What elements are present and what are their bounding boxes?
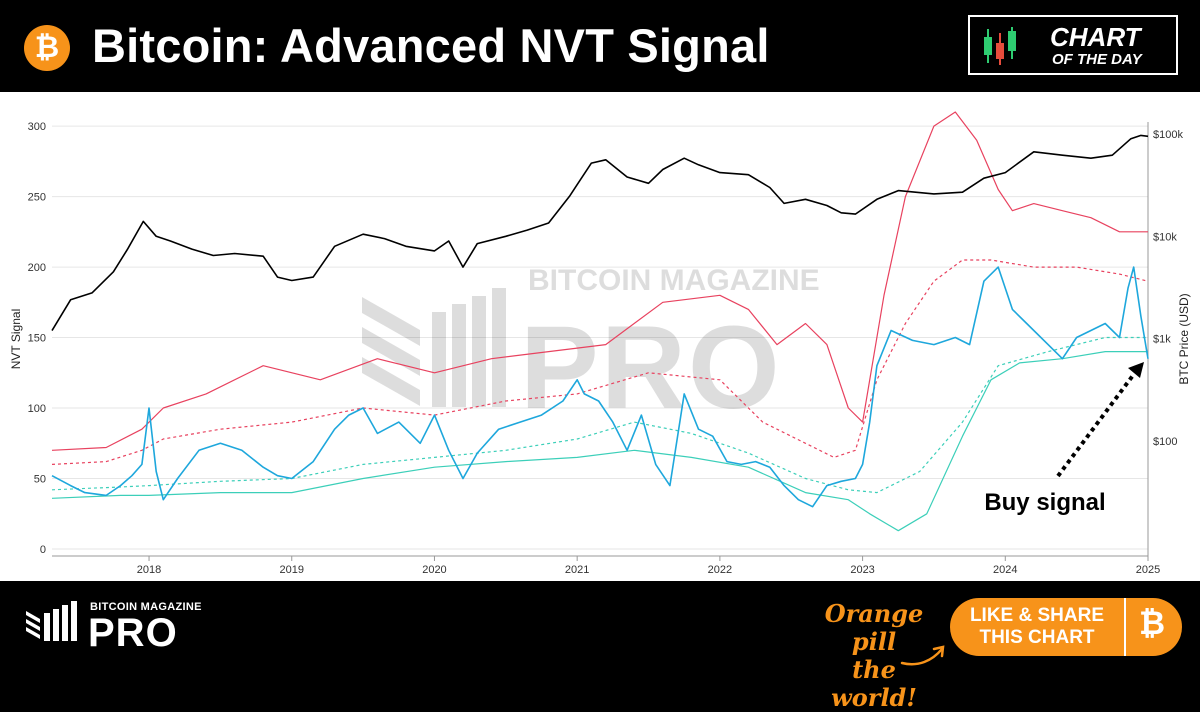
like-share-button[interactable]: LIKE & SHARE THIS CHART xyxy=(950,598,1124,656)
chart-area: 0 50 100 150 200 250 300 $100 $1k $10k $100k 2018 20… xyxy=(0,92,1200,581)
page-title: Bitcoin: Advanced NVT Signal xyxy=(92,19,770,72)
y-axis-title: NVT Signal xyxy=(9,309,23,369)
x-tick-label: 2020 xyxy=(422,564,446,576)
y-tick-label: 100 xyxy=(28,403,46,415)
y-tick-label: 150 xyxy=(28,333,46,345)
x-tick-label: 2023 xyxy=(850,564,874,576)
nvt-signal-line xyxy=(51,266,1149,508)
y2-axis-title: BTC Price (USD) xyxy=(1177,293,1191,384)
slogan-line1: Orange pill xyxy=(824,599,924,656)
upper-band-dashed-line xyxy=(51,259,1149,465)
watermark-logo-icon xyxy=(362,288,506,407)
x-tick-label: 2022 xyxy=(708,564,732,576)
y-tick-label: 250 xyxy=(28,192,46,204)
watermark-line1: BITCOIN MAGAZINE xyxy=(528,264,820,297)
y2-tick-label: $100k xyxy=(1153,129,1183,141)
slogan-arrow-icon xyxy=(900,645,945,666)
y-tick-label: 200 xyxy=(28,262,46,274)
x-tick-label: 2018 xyxy=(137,564,161,576)
share-line1: LIKE & SHARE xyxy=(969,605,1105,626)
chart-of-the-day-badge: CHART OF THE DAY xyxy=(968,15,1178,75)
x-tick-label: 2019 xyxy=(280,564,304,576)
share-line2: THIS CHART xyxy=(979,627,1095,648)
y-tick-label: 50 xyxy=(34,474,46,486)
badge-subtitle: OF THE DAY xyxy=(1052,51,1142,68)
footer-brand-big: PRO xyxy=(88,611,178,655)
buy-signal-arrowhead-icon xyxy=(1128,362,1144,378)
x-tick-label: 2024 xyxy=(993,564,1017,576)
candlestick-icon xyxy=(984,27,1016,65)
upper-band-line xyxy=(51,111,1148,451)
footer-brand-small: BITCOIN MAGAZINE xyxy=(90,601,202,613)
buy-signal-arrow xyxy=(1056,372,1136,478)
watermark-line2: PRO xyxy=(520,302,782,434)
y-tick-label: 300 xyxy=(28,121,46,133)
x-tick-label: 2021 xyxy=(565,564,589,576)
bitcoin-icon: ₿ xyxy=(1139,604,1166,642)
bitcoin-logo-icon: ₿ xyxy=(24,25,70,71)
lower-band-dashed-line xyxy=(51,336,1148,494)
share-bitcoin-button[interactable]: ₿ xyxy=(1124,598,1182,656)
y-tick-label: 0 xyxy=(40,544,46,556)
y2-tick-label: $10k xyxy=(1153,231,1177,243)
buy-signal-annotation: Buy signal xyxy=(984,489,1105,516)
nvt-chart: 0 50 100 150 200 250 300 $100 $1k $10k $100k 2018 20… xyxy=(9,111,1191,576)
y2-tick-label: $100 xyxy=(1153,436,1177,448)
y2-tick-label: $1k xyxy=(1153,334,1171,346)
header: ₿ Bitcoin: Advanced NVT Signal CHART OF … xyxy=(0,0,1200,92)
lower-band-line xyxy=(51,351,1148,532)
footer: BITCOIN MAGAZINE PRO Orange pill the wor… xyxy=(0,581,1200,712)
x-tick-label: 2025 xyxy=(1136,564,1160,576)
btc-price-line xyxy=(51,134,1149,332)
badge-title: CHART xyxy=(1050,22,1141,52)
bitcoin-magazine-pro-logo-icon xyxy=(26,601,77,641)
